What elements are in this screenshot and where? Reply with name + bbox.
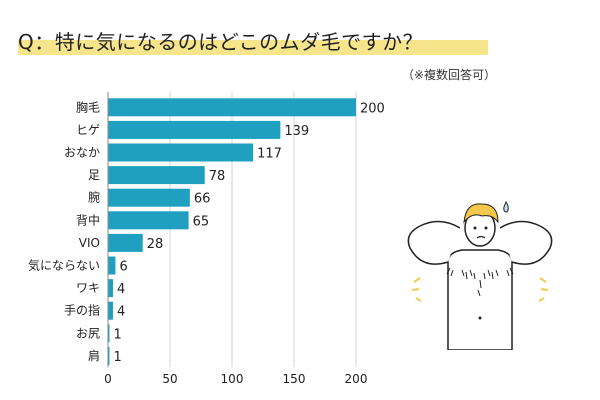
bar-11 [108,346,110,365]
value-label-0: 200 [360,101,385,116]
value-label-11: 1 [114,350,122,365]
value-label-8: 4 [117,282,125,297]
bar-8 [108,279,113,298]
value-label-10: 1 [114,327,122,342]
bar-0 [108,98,356,117]
bar-10 [108,324,110,343]
man-illustration [407,200,553,350]
category-label-3: 足 [88,168,100,182]
category-label-8: ワキ [76,281,100,295]
value-label-3: 78 [209,169,226,184]
category-label-6: VIO [79,236,100,250]
category-label-10: お尻 [76,326,100,340]
category-label-11: 肩 [88,348,100,363]
x-tick-label-4: 200 [345,372,368,386]
value-label-6: 28 [147,237,164,252]
value-label-2: 117 [257,147,282,162]
category-label-1: ヒゲ [76,123,100,137]
bar-5 [108,211,189,230]
bar-1 [108,120,281,139]
bar-9 [108,301,113,320]
value-label-4: 66 [194,192,211,207]
value-label-7: 6 [119,260,127,275]
value-label-9: 4 [117,305,125,320]
bar-3 [108,166,205,185]
category-label-5: 背中 [76,212,100,227]
bar-2 [108,143,254,162]
category-label-0: 胸毛 [76,99,100,114]
bar-6 [108,233,143,252]
category-label-4: 腕 [88,190,100,205]
x-tick-label-3: 150 [283,372,306,386]
bar-7 [108,256,116,275]
chart-title: Q：特に気になるのはどこのムダ毛ですか？ [18,30,424,54]
value-label-1: 139 [284,124,309,139]
x-tick-label-1: 50 [162,372,177,386]
x-tick-label-2: 100 [221,372,244,386]
bar-4 [108,188,190,207]
category-label-7: 気にならない [28,258,100,273]
chart-title-area: Q：特に気になるのはどこのムダ毛ですか？ [18,26,488,55]
title-highlight [18,40,488,55]
x-tick-label-0: 0 [104,372,112,386]
category-label-2: おなか [64,146,100,160]
value-label-5: 65 [193,214,210,229]
category-label-9: 手の指 [64,303,100,318]
multiple-answer-note: （※複数回答可） [401,68,496,82]
